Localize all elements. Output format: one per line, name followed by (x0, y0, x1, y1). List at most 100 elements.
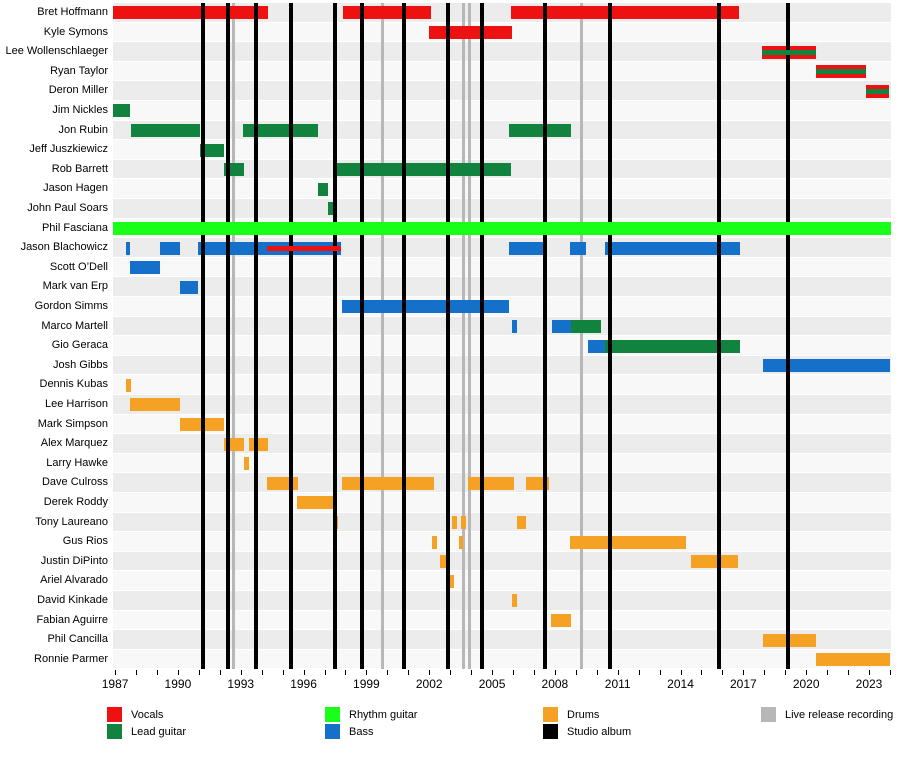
studio-album-line (201, 3, 206, 670)
axis-tick (638, 669, 640, 675)
studio-album-line (608, 3, 613, 670)
member-name: Lee Harrison (45, 398, 108, 410)
live-release-line (467, 3, 471, 670)
member-name: Dennis Kubas (39, 378, 109, 391)
timeline-bar (550, 613, 571, 627)
drums-swatch (543, 707, 558, 722)
axis-tick (345, 669, 347, 675)
studio-album-line (402, 3, 407, 670)
live-release-line (380, 3, 384, 670)
timeline-bar (113, 221, 891, 235)
live-release-line (579, 3, 583, 670)
legend-item-vocals: Vocals (107, 707, 317, 723)
timeline-bar (605, 241, 741, 255)
axis-tick (324, 669, 326, 675)
axis-tick-label: 2005 (478, 676, 506, 691)
timeline-bar (342, 476, 435, 490)
timeline-bar (570, 319, 601, 333)
axis-tick-label: 1996 (290, 676, 317, 691)
legend-item-bass: Bass (325, 724, 535, 740)
axis-tick (512, 669, 514, 675)
axis-tick (282, 669, 284, 675)
timeline-bar (588, 339, 606, 353)
legend-label: Live release recording (785, 709, 894, 721)
timeline-bar (467, 476, 515, 490)
timeline-bar (508, 123, 571, 137)
axis-tick-label: 2014 (667, 676, 694, 691)
row-stripe (113, 199, 891, 218)
timeline-bar (510, 6, 740, 20)
timeline-bar (180, 280, 198, 294)
axis-tick-label: 2020 (792, 676, 820, 691)
row-stripe (113, 630, 891, 649)
live_release-swatch (761, 707, 776, 722)
axis-tick (429, 669, 431, 675)
row-stripe (113, 571, 891, 590)
member-name: Jon Rubin (58, 123, 108, 136)
lead_guitar-swatch (107, 724, 122, 739)
timeline-bar (266, 476, 299, 490)
axis-tick (659, 669, 661, 675)
timeline-bar (125, 378, 131, 392)
studio-album-line (543, 3, 548, 670)
member-name: Scott O’Dell (49, 260, 108, 273)
member-name: Josh Gibbs (52, 358, 108, 371)
axis-tick (156, 669, 158, 675)
live-release-line (231, 3, 235, 670)
axis-tick (743, 669, 745, 675)
legend-item-live_release: Live release recording (761, 707, 900, 723)
legend-item-drums: Drums (543, 707, 753, 723)
bass-swatch (325, 724, 340, 739)
axis-tick (177, 669, 179, 675)
member-name: Gio Geraca (51, 339, 108, 352)
row-stripe (113, 140, 891, 159)
axis-tick (198, 669, 200, 675)
member-name: Fabian Aguirre (36, 613, 108, 626)
axis-tick (408, 669, 410, 675)
legend-label: Lead guitar (131, 726, 187, 738)
axis-tick (722, 669, 724, 675)
axis-tick (596, 669, 598, 675)
member-name: Jason Hagen (43, 182, 108, 195)
timeline-bar (327, 202, 338, 216)
timeline-bar (113, 104, 130, 118)
axis-tick (471, 669, 473, 675)
row-stripe (113, 42, 891, 61)
timeline-bar (511, 594, 518, 608)
timeline-bar (511, 319, 518, 333)
studio-album-line (226, 3, 231, 670)
member-name: Jeff Juszkiewicz (29, 143, 108, 156)
row-stripe (113, 316, 891, 336)
timeline-bar (129, 261, 161, 275)
axis-tick (785, 669, 787, 675)
timeline-bar (569, 535, 686, 549)
member-name: Marco Martell (41, 319, 108, 332)
legend-label: Vocals (131, 709, 164, 721)
timeline-bar (447, 574, 455, 588)
row-stripe (113, 591, 891, 610)
timeline-bar (569, 241, 587, 255)
legend-label: Drums (567, 709, 600, 721)
row-stripe (113, 61, 891, 81)
timeline-bar (525, 476, 549, 490)
axis-tick (136, 669, 138, 675)
member-name: Tony Laureano (35, 515, 108, 528)
timeline-bar (297, 496, 333, 510)
member-name: Gus Rios (62, 535, 108, 548)
legend-item-rhythm_guitar: Rhythm guitar (325, 707, 535, 723)
member-name: Jason Blachowicz (20, 241, 108, 254)
timeline-bar (508, 241, 547, 255)
row-stripe (113, 610, 891, 630)
timeline-overlay-bar (865, 88, 889, 94)
studio-album-line (479, 3, 484, 670)
timeline-overlay-bar (266, 245, 342, 251)
vocals-swatch (107, 707, 122, 722)
row-stripe (113, 81, 891, 100)
row-stripe (113, 434, 891, 453)
member-name: David Kinkade (37, 594, 108, 606)
legend-label: Bass (349, 726, 374, 738)
timeline-bar (763, 359, 890, 373)
timeline-bar (342, 300, 509, 314)
member-name: Gordon Simms (34, 300, 108, 312)
